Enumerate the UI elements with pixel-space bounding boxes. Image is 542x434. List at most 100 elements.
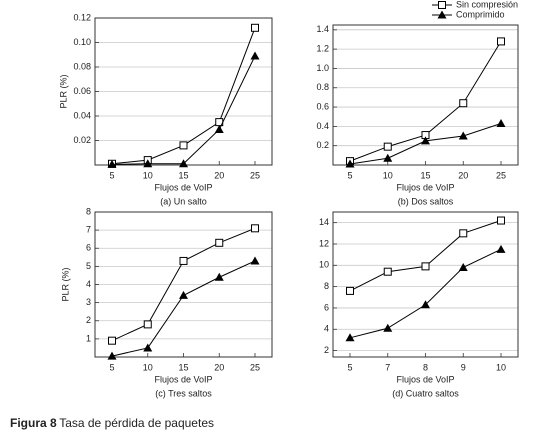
plot-frame bbox=[332, 24, 519, 166]
y-tick-label: 0.10 bbox=[73, 37, 91, 47]
marker-triangle bbox=[496, 244, 506, 253]
x-tick-label: 25 bbox=[250, 362, 260, 372]
x-tick-label: 15 bbox=[178, 170, 188, 180]
y-tick-label: 1 bbox=[86, 333, 91, 343]
x-axis-label: Flujos de VoIP bbox=[154, 182, 212, 192]
y-tick-label: 0.2 bbox=[316, 140, 329, 150]
y-tick-label: 0.12 bbox=[73, 12, 91, 22]
y-tick-label: 5 bbox=[86, 261, 91, 271]
y-axis-label: PLR (%) bbox=[58, 74, 68, 108]
x-tick-label: 15 bbox=[420, 170, 430, 180]
x-tick-label: 20 bbox=[458, 170, 468, 180]
marker-triangle bbox=[345, 333, 355, 342]
y-tick-label: 1.4 bbox=[316, 24, 329, 34]
marker-triangle bbox=[107, 159, 117, 168]
marker-square bbox=[179, 256, 188, 265]
marker-square bbox=[459, 99, 468, 108]
figure-caption: Figura 8 Tasa de pérdida de paquetes bbox=[10, 416, 214, 430]
y-tick-label: 0.4 bbox=[316, 121, 329, 131]
marker-triangle bbox=[345, 159, 355, 168]
marker-triangle bbox=[250, 256, 260, 265]
y-tick-label: 3 bbox=[86, 297, 91, 307]
marker-triangle bbox=[179, 159, 188, 168]
marker-square bbox=[421, 262, 430, 271]
marker-triangle bbox=[179, 290, 188, 299]
x-tick-label: 25 bbox=[250, 170, 260, 180]
marker-square bbox=[497, 37, 505, 46]
marker-square bbox=[215, 238, 224, 247]
marker-square bbox=[497, 216, 505, 225]
marker-square bbox=[251, 224, 259, 233]
marker-square bbox=[143, 320, 152, 329]
y-tick-label: 7 bbox=[86, 225, 91, 235]
marker-square bbox=[383, 267, 392, 276]
marker-square bbox=[438, 1, 446, 9]
marker-triangle bbox=[421, 300, 430, 309]
x-tick-label: 25 bbox=[496, 170, 506, 180]
x-axis-label: Flujos de VoIP bbox=[154, 374, 212, 384]
y-tick-label: 10 bbox=[319, 260, 329, 270]
marker-triangle bbox=[383, 153, 393, 162]
y-tick-label: 4 bbox=[86, 279, 91, 289]
marker-square bbox=[251, 23, 259, 32]
plot-frame bbox=[332, 211, 519, 358]
y-tick-label: 0.08 bbox=[73, 61, 91, 71]
y-tick-label: 1.2 bbox=[316, 44, 329, 54]
marker-triangle bbox=[458, 262, 468, 271]
x-tick-label: 20 bbox=[214, 170, 224, 180]
x-tick-label: 10 bbox=[383, 170, 393, 180]
x-tick-label: 20 bbox=[214, 362, 224, 372]
marker-square bbox=[459, 229, 468, 238]
y-tick-label: 0.04 bbox=[73, 110, 91, 120]
x-tick-label: 8 bbox=[423, 362, 428, 372]
legend-label: Sin compresión bbox=[456, 0, 518, 9]
x-tick-label: 5 bbox=[347, 362, 352, 372]
y-axis-label: PLR (%) bbox=[60, 267, 70, 301]
subplot-caption: (b) Dos saltos bbox=[398, 196, 454, 206]
x-tick-label: 5 bbox=[109, 170, 114, 180]
marker-triangle bbox=[421, 136, 430, 145]
marker-triangle bbox=[143, 343, 153, 352]
x-tick-label: 10 bbox=[496, 362, 506, 372]
y-tick-label: 0.06 bbox=[73, 86, 91, 96]
y-tick-label: 0.6 bbox=[316, 101, 329, 111]
x-tick-label: 10 bbox=[143, 362, 153, 372]
y-tick-label: 0.8 bbox=[316, 82, 329, 92]
y-tick-label: 6 bbox=[324, 302, 329, 312]
marker-square bbox=[108, 336, 116, 345]
subplot-caption: (a) Un salto bbox=[160, 196, 207, 206]
y-tick-label: 8 bbox=[86, 206, 91, 216]
x-tick-label: 5 bbox=[347, 170, 352, 180]
y-tick-label: 2 bbox=[324, 345, 329, 355]
marker-square bbox=[346, 286, 354, 295]
x-tick-label: 7 bbox=[385, 362, 390, 372]
x-axis-label: Flujos de VoIP bbox=[396, 374, 454, 384]
marker-triangle bbox=[250, 51, 260, 60]
subplot-caption: (c) Tres saltos bbox=[155, 388, 212, 398]
marker-triangle bbox=[383, 323, 393, 332]
plot-frame bbox=[94, 211, 273, 358]
y-tick-label: 0.02 bbox=[73, 135, 91, 145]
series-line bbox=[349, 220, 502, 292]
marker-square bbox=[179, 141, 188, 150]
x-tick-label: 10 bbox=[143, 170, 153, 180]
y-tick-label: 12 bbox=[319, 238, 329, 248]
y-tick-label: 2 bbox=[86, 315, 91, 325]
x-tick-label: 5 bbox=[109, 362, 114, 372]
legend-label: Comprimido bbox=[456, 9, 505, 19]
figure-title: Tasa de pérdida de paquetes bbox=[59, 416, 214, 430]
marker-square bbox=[383, 142, 392, 151]
x-tick-label: 15 bbox=[178, 362, 188, 372]
marker-triangle bbox=[214, 124, 224, 133]
marker-triangle bbox=[458, 131, 468, 140]
series-line bbox=[111, 260, 256, 357]
y-tick-label: 6 bbox=[86, 243, 91, 253]
marker-triangle bbox=[107, 351, 117, 360]
x-tick-label: 9 bbox=[461, 362, 466, 372]
marker-triangle bbox=[437, 10, 447, 19]
y-tick-label: 8 bbox=[324, 281, 329, 291]
figure-number: Figura 8 bbox=[10, 416, 57, 430]
subplot-caption: (d) Cuatro saltos bbox=[392, 388, 459, 398]
marker-triangle bbox=[496, 118, 506, 127]
